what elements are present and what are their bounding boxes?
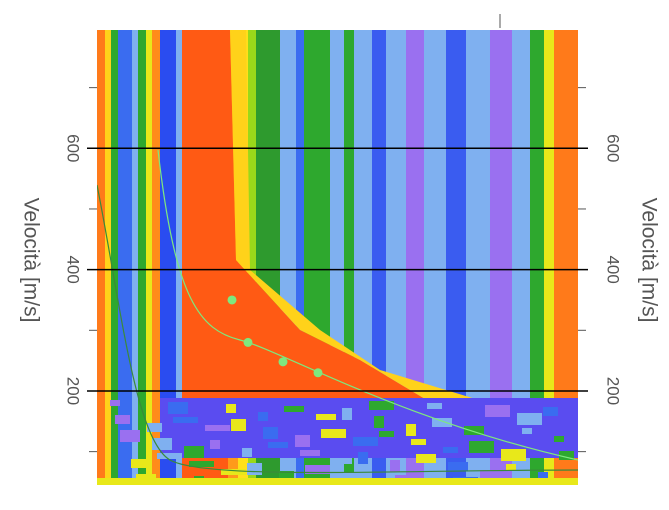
spectrum-noise bbox=[369, 401, 394, 410]
spectrum-noise bbox=[263, 427, 278, 439]
picked-point bbox=[313, 368, 323, 378]
spectrum-band bbox=[118, 30, 132, 485]
spectrum-noise bbox=[406, 424, 416, 436]
spectrum-band bbox=[248, 30, 256, 485]
y2-axis-label: Velocità [m/s] bbox=[637, 198, 660, 323]
y2-tick-label: 400 bbox=[604, 255, 623, 283]
spectrum-noise bbox=[316, 414, 336, 420]
spectrum-noise bbox=[147, 423, 162, 432]
spectrum-noise bbox=[379, 431, 394, 437]
spectrum-band bbox=[296, 30, 304, 485]
spectrum-noise bbox=[448, 462, 468, 471]
spectrum-noise bbox=[173, 417, 198, 423]
spectrum-noise bbox=[184, 446, 204, 458]
spectrum-noise bbox=[284, 406, 304, 412]
spectrum-noise bbox=[464, 426, 484, 435]
spectrum-band bbox=[132, 30, 138, 485]
spectrum-noise bbox=[443, 447, 458, 453]
model-curve bbox=[97, 184, 578, 474]
spectrum-noise bbox=[268, 442, 288, 448]
picked-point bbox=[278, 357, 288, 367]
y-tick-label: 200 bbox=[64, 377, 83, 405]
spectrum-band bbox=[344, 30, 354, 485]
spectrum-noise bbox=[231, 419, 246, 431]
spectrum-noise bbox=[295, 435, 310, 447]
spectrum-noise bbox=[157, 453, 182, 459]
spectrum-noise bbox=[300, 450, 320, 456]
spectrum-noise bbox=[469, 441, 494, 453]
spectrum-noise bbox=[416, 454, 436, 463]
spectrum-noise bbox=[358, 452, 368, 464]
spectrum-noise bbox=[559, 451, 574, 460]
spectrum-noise bbox=[485, 405, 510, 417]
spectrum-noise bbox=[120, 430, 140, 442]
spectrum-noise bbox=[480, 470, 500, 479]
spectrum-band bbox=[530, 30, 544, 485]
spectrum-noise bbox=[168, 402, 188, 414]
spectrum-noise bbox=[432, 418, 452, 427]
spectrum-noise bbox=[226, 404, 236, 413]
spectrum-noise bbox=[342, 408, 352, 420]
spectrum-noise bbox=[353, 437, 378, 446]
spectrum-noise bbox=[522, 428, 532, 434]
spectrum-noise bbox=[337, 473, 362, 482]
y-tick-label: 400 bbox=[64, 255, 83, 283]
spectrum-band bbox=[105, 30, 111, 485]
picked-point bbox=[243, 337, 253, 347]
spectrum-band bbox=[176, 30, 182, 485]
picked-point bbox=[227, 295, 237, 305]
y-axis-label: Velocità [m/s] bbox=[19, 198, 42, 323]
spectrum-band bbox=[490, 30, 512, 485]
spectrum-band bbox=[111, 30, 118, 485]
spectrum-noise bbox=[390, 460, 400, 472]
spectrum-band bbox=[138, 30, 146, 485]
spectrum-noise bbox=[554, 436, 564, 442]
spectrum-noise bbox=[321, 429, 346, 438]
spectrum-noise bbox=[305, 465, 330, 474]
spectrum-noise bbox=[221, 469, 246, 475]
spectrum-noise bbox=[411, 439, 426, 445]
spectrum-noise bbox=[258, 412, 268, 421]
spectrum-band bbox=[386, 30, 406, 485]
spectrum-band bbox=[406, 30, 424, 485]
spectrum-noise bbox=[189, 461, 214, 467]
spectrum-noise bbox=[538, 472, 548, 478]
spectrum-band bbox=[160, 30, 176, 485]
spectrum-noise bbox=[210, 440, 220, 449]
spectrum-ridge bbox=[182, 30, 578, 456]
spectrum-noise bbox=[517, 413, 542, 425]
y2-tick-label: 600 bbox=[604, 134, 623, 162]
spectrum-band bbox=[146, 30, 152, 485]
spectrum-band bbox=[97, 30, 105, 485]
spectrum-band bbox=[424, 30, 446, 485]
spectrum-noise bbox=[374, 416, 384, 428]
velocity-spectrum bbox=[97, 30, 578, 485]
spectrum-band bbox=[544, 30, 554, 485]
spectrum-noise bbox=[543, 407, 558, 416]
spectrum-noise bbox=[115, 415, 130, 424]
spectrum-noise bbox=[110, 400, 120, 406]
y-tick-label: 600 bbox=[64, 134, 83, 162]
spectrum-noise bbox=[427, 403, 442, 409]
spectrum-noise bbox=[506, 464, 516, 470]
spectrum-noise bbox=[501, 449, 526, 461]
spectrum-noise bbox=[242, 448, 252, 457]
spectrum-band bbox=[446, 30, 466, 485]
spectrum-band bbox=[512, 30, 530, 485]
spectrum-noise bbox=[332, 458, 352, 464]
spectrum-noise bbox=[131, 459, 146, 468]
spectrum-floor bbox=[97, 478, 578, 485]
spectrum-noise bbox=[152, 438, 172, 450]
spectrum-noise bbox=[205, 425, 230, 431]
spectrum-noise bbox=[247, 463, 262, 475]
y2-tick-label: 200 bbox=[604, 377, 623, 405]
spectrum-band bbox=[152, 30, 160, 485]
